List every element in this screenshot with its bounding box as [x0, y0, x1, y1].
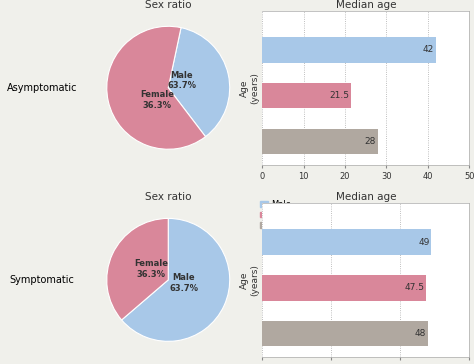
Bar	[262, 37, 436, 63]
Title: Sex ratio: Sex ratio	[145, 0, 191, 10]
Text: Female
36.3%: Female 36.3%	[134, 259, 168, 278]
Text: 28: 28	[365, 137, 376, 146]
Text: 21.5: 21.5	[329, 91, 349, 100]
Bar	[262, 321, 428, 347]
Text: 48: 48	[415, 329, 426, 338]
Text: 42: 42	[423, 46, 434, 54]
Y-axis label: Age
(years): Age (years)	[240, 264, 260, 296]
Y-axis label: Age
(years): Age (years)	[240, 72, 260, 104]
Wedge shape	[107, 218, 168, 320]
Bar	[262, 275, 426, 301]
Bar	[262, 83, 351, 108]
Title: Median age: Median age	[336, 192, 396, 202]
Wedge shape	[122, 218, 230, 341]
Bar	[262, 229, 431, 255]
Wedge shape	[168, 28, 230, 136]
Text: Female
36.3%: Female 36.3%	[140, 90, 174, 110]
Title: Median age: Median age	[336, 0, 396, 10]
Text: 49: 49	[418, 238, 429, 246]
Text: 47.5: 47.5	[404, 284, 424, 292]
Title: Sex ratio: Sex ratio	[145, 192, 191, 202]
Legend: Male, Female, All: Male, Female, All	[256, 197, 305, 233]
Text: Asymptomatic: Asymptomatic	[7, 83, 77, 93]
Text: Male
63.7%: Male 63.7%	[169, 273, 198, 293]
Bar	[262, 129, 378, 154]
Text: Symptomatic: Symptomatic	[9, 275, 74, 285]
Wedge shape	[107, 26, 206, 149]
Text: Male
63.7%: Male 63.7%	[167, 71, 196, 90]
